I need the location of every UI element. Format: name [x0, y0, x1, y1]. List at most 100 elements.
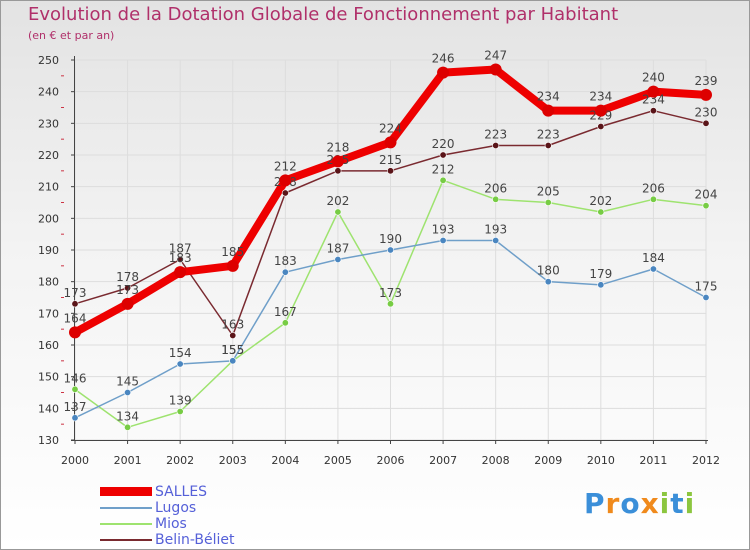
data-label-belin-b-liet: 178 — [116, 270, 139, 284]
data-point-lugos — [71, 414, 79, 422]
data-point-salles — [226, 259, 239, 272]
y-tick-label: 130 — [38, 434, 59, 447]
legend-item-mios: Mios — [100, 516, 300, 532]
data-point-salles — [700, 88, 712, 101]
data-point-lugos — [334, 255, 342, 263]
data-label-belin-b-liet: 187 — [169, 242, 192, 256]
data-point-salles — [437, 66, 450, 79]
data-label-mios: 202 — [589, 194, 612, 208]
data-point-salles — [331, 155, 344, 168]
data-label-lugos: 137 — [64, 400, 87, 414]
data-label-mios: 146 — [64, 371, 87, 385]
y-tick-label: 210 — [38, 181, 59, 194]
y-tick-label: 230 — [38, 117, 59, 130]
data-point-belin-b-liet — [71, 300, 79, 308]
logo-letter: o — [620, 487, 641, 520]
legend-item-lugos: Lugos — [100, 500, 300, 516]
data-point-salles — [279, 174, 292, 187]
data-label-mios: 204 — [695, 188, 718, 202]
data-point-belin-b-liet — [334, 167, 342, 175]
data-point-salles — [489, 63, 502, 76]
data-point-mios — [649, 195, 657, 203]
x-tick-label: 2004 — [271, 454, 299, 467]
y-tick-label: 200 — [38, 212, 59, 225]
data-label-belin-b-liet: 223 — [484, 128, 507, 142]
y-tick-label: 170 — [38, 307, 59, 320]
data-label-lugos: 179 — [589, 267, 612, 281]
data-label-mios: 139 — [169, 394, 192, 408]
data-point-mios — [702, 202, 710, 210]
data-point-lugos — [124, 388, 132, 396]
x-tick-label: 2003 — [219, 454, 247, 467]
data-label-lugos: 193 — [432, 223, 455, 237]
logo-letter: P — [584, 487, 606, 520]
data-point-lugos — [492, 237, 500, 245]
y-tick-label: 190 — [38, 244, 59, 257]
x-tick-label: 2005 — [324, 454, 352, 467]
y-tick-label: 240 — [38, 86, 59, 99]
data-point-mios — [71, 385, 79, 393]
data-point-lugos — [597, 281, 605, 289]
data-label-lugos: 154 — [169, 346, 192, 360]
data-label-lugos: 175 — [695, 280, 718, 294]
data-label-salles: 234 — [537, 90, 560, 104]
data-label-mios: 206 — [484, 181, 507, 195]
chart-title: Evolution de la Dotation Globale de Fonc… — [28, 4, 619, 25]
x-tick-label: 2006 — [377, 454, 405, 467]
data-point-belin-b-liet — [281, 189, 289, 197]
legend-swatch-lugos — [100, 507, 152, 509]
logo-letter: r — [605, 487, 621, 520]
data-point-belin-b-liet — [229, 331, 237, 339]
data-label-mios: 212 — [432, 162, 455, 176]
data-label-belin-b-liet: 173 — [64, 286, 87, 300]
data-point-belin-b-liet — [649, 107, 657, 115]
y-tick-label: 220 — [38, 149, 59, 162]
legend-label-salles: SALLES — [155, 484, 208, 500]
data-point-salles — [121, 297, 134, 310]
data-label-salles: 212 — [274, 159, 297, 173]
data-point-mios — [124, 423, 132, 431]
data-label-salles: 246 — [432, 52, 455, 66]
x-tick-label: 2008 — [482, 454, 510, 467]
data-label-salles: 234 — [589, 90, 612, 104]
logo-letter: t — [670, 487, 685, 520]
y-tick-label: 180 — [38, 276, 59, 289]
data-point-belin-b-liet — [439, 151, 447, 159]
data-point-salles — [647, 85, 660, 98]
data-point-belin-b-liet — [544, 142, 552, 150]
data-point-mios — [439, 176, 447, 184]
data-point-belin-b-liet — [702, 119, 710, 127]
data-label-salles: 218 — [326, 140, 349, 154]
data-label-salles: 164 — [64, 311, 87, 325]
data-point-lugos — [386, 246, 394, 254]
data-label-mios: 134 — [116, 409, 139, 423]
data-label-salles: 239 — [695, 74, 718, 88]
chart-subtitle: (en € et par an) — [28, 29, 115, 42]
x-tick-label: 2010 — [587, 454, 615, 467]
legend-swatch-salles — [100, 487, 152, 496]
legend-label-belin-beliet: Belin-Béliet — [155, 532, 235, 548]
legend-label-lugos: Lugos — [155, 500, 197, 516]
data-point-mios — [386, 300, 394, 308]
x-tick-label: 2007 — [429, 454, 457, 467]
data-label-lugos: 190 — [379, 232, 402, 246]
data-point-mios — [281, 319, 289, 327]
data-point-belin-b-liet — [597, 123, 605, 131]
legend-swatch-mios — [100, 523, 152, 525]
data-label-belin-b-liet: 220 — [432, 137, 455, 151]
chart-legend: SALLES Lugos Mios Belin-Béliet — [100, 484, 300, 548]
y-tick-label: 150 — [38, 371, 59, 384]
x-tick-label: 2001 — [114, 454, 142, 467]
data-label-salles: 183 — [169, 251, 192, 265]
y-tick-label: 140 — [38, 402, 59, 415]
data-label-mios: 205 — [537, 185, 560, 199]
data-label-mios: 202 — [326, 194, 349, 208]
data-point-salles — [69, 326, 81, 339]
data-label-salles: 247 — [484, 49, 507, 63]
data-label-lugos: 184 — [642, 251, 665, 265]
x-tick-label: 2002 — [166, 454, 194, 467]
data-point-mios — [176, 407, 184, 415]
proxiti-logo: Proxiti — [584, 487, 695, 520]
data-label-salles: 185 — [221, 245, 244, 259]
data-point-salles — [542, 104, 555, 117]
